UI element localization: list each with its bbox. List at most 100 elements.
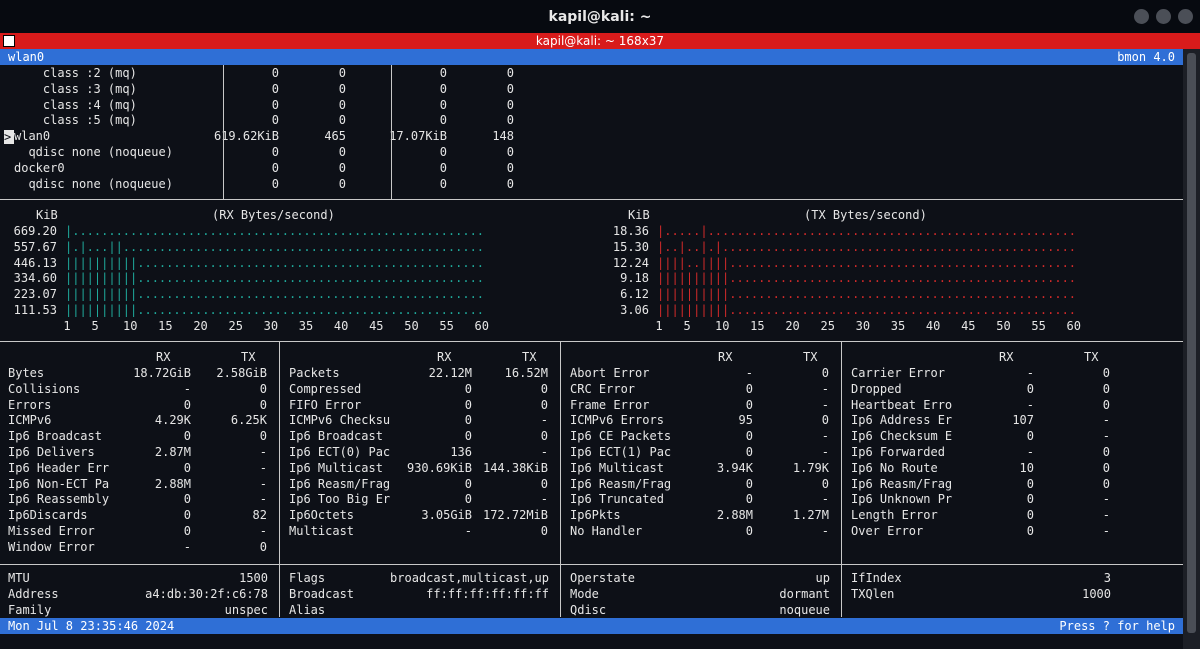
stat-rx-value: - — [183, 381, 191, 396]
maximize-button[interactable] — [1156, 9, 1171, 24]
stat-rx-value: 10 — [1019, 460, 1034, 475]
interface-row-name[interactable]: wlan0 — [14, 129, 51, 144]
scrollbar-thumb[interactable] — [1187, 53, 1196, 633]
window-title: kapil@kali: ~ — [548, 8, 652, 25]
info-key: Address — [8, 586, 59, 601]
stat-name: CRC Error — [570, 381, 636, 396]
terminal-area[interactable] — [0, 49, 1183, 649]
rx-bytes: 0 — [271, 97, 279, 112]
stat-rx-value: - — [1026, 366, 1034, 380]
rx-column-header: RX — [156, 350, 171, 364]
x-tick-label: 45 — [961, 319, 976, 333]
x-tick-label: 55 — [439, 319, 454, 333]
info-value: ff:ff:ff:ff:ff:ff — [426, 586, 549, 601]
info-value: unspec — [224, 602, 268, 617]
stat-tx-value: 0 — [259, 397, 267, 412]
rx-column-header: RX — [999, 350, 1014, 364]
info-key: MTU — [8, 571, 30, 585]
stat-name: Ip6 Reasm/Frag — [851, 476, 953, 491]
graph-bar-row: ||||||||||..............................… — [657, 287, 1077, 302]
info-key: Operstate — [570, 571, 636, 585]
stat-rx-value: 0 — [183, 460, 191, 475]
stat-tx-value: 0 — [1102, 445, 1110, 459]
tx-column-header: TX — [241, 350, 256, 364]
rx-bytes: 0 — [271, 81, 279, 96]
graph-bar-row: ||||||||||..............................… — [65, 303, 485, 317]
graph-bar-row: |.......................................… — [65, 224, 485, 238]
rx-column-header: RX — [437, 350, 452, 364]
stat-tx-value: - — [821, 524, 829, 538]
stat-rx-value: 2.88M — [716, 508, 753, 523]
stat-rx-value: 0 — [183, 508, 191, 523]
interface-row-name[interactable]: qdisc none (noqueue) — [14, 145, 173, 159]
y-tick-label: 334.60 — [13, 271, 57, 286]
stat-rx-value: 0 — [745, 445, 753, 459]
window-titlebar: kapil@kali: ~ — [0, 0, 1200, 33]
divider — [841, 565, 842, 617]
tx-bytes: 0 — [439, 66, 447, 80]
rx-bytes: 0 — [271, 113, 279, 128]
stat-name: Ip6 Multicast — [289, 460, 383, 475]
stat-rx-value: 0 — [464, 476, 472, 491]
stat-tx-value: - — [259, 460, 267, 475]
interface-row-name[interactable]: class :5 (mq) — [14, 113, 137, 128]
interface-row-name[interactable]: qdisc none (noqueue) — [14, 176, 173, 191]
interface-row-name[interactable]: class :4 (mq) — [14, 97, 137, 112]
stat-name: FIFO Error — [289, 397, 362, 412]
info-key: Flags — [289, 571, 326, 585]
stat-tx-value: 2.58GiB — [216, 366, 267, 380]
stat-rx-value: 0 — [464, 429, 472, 444]
info-key: Qdisc — [570, 602, 607, 617]
tx-bytes: 0 — [439, 176, 447, 191]
stat-rx-value: 0 — [183, 492, 191, 507]
stat-rx-value: 0 — [464, 381, 472, 396]
stat-rx-value: 0 — [745, 429, 753, 444]
stat-rx-value: - — [464, 524, 472, 538]
stat-tx-value: - — [1102, 429, 1110, 444]
tx-packets: 0 — [506, 97, 514, 112]
interface-row-name[interactable]: docker0 — [14, 160, 65, 175]
rx-packets: 0 — [338, 97, 346, 112]
x-tick-label: 1 — [655, 319, 663, 333]
stat-name: Collisions — [8, 381, 81, 396]
stat-name: Errors — [8, 397, 52, 412]
bmon-header-bar: wlan0 bmon 4.0 — [0, 49, 1183, 65]
stat-tx-value: 0 — [540, 429, 548, 444]
interface-row-name[interactable]: class :3 (mq) — [14, 81, 137, 96]
close-button[interactable] — [1178, 9, 1193, 24]
tx-bytes: 0 — [439, 113, 447, 128]
stat-rx-value: 0 — [464, 413, 472, 428]
stat-name: Ip6 Checksum E — [851, 429, 953, 444]
stat-name: No Handler — [570, 524, 643, 538]
datetime: Mon Jul 8 23:35:46 2024 — [8, 619, 175, 633]
interface-row-name[interactable]: class :2 (mq) — [14, 66, 137, 80]
rx-packets: 0 — [338, 66, 346, 80]
x-tick-label: 20 — [193, 319, 208, 333]
minimize-button[interactable] — [1134, 9, 1149, 24]
stat-rx-value: 930.69KiB — [406, 460, 472, 475]
stat-name: Length Error — [851, 508, 938, 523]
app-version: bmon 4.0 — [1117, 50, 1175, 64]
graph-bar-row: ||||||||||..............................… — [65, 271, 485, 286]
stat-rx-value: 0 — [1026, 524, 1034, 538]
rx-packets: 0 — [338, 113, 346, 128]
stat-tx-value: - — [540, 445, 548, 459]
stat-name: Ip6 Reassembly — [8, 492, 110, 507]
tx-bytes: 0 — [439, 160, 447, 175]
stat-name: ICMPv6 Errors — [570, 413, 664, 428]
stat-name: Ip6 Truncated — [570, 492, 664, 507]
rx-bytes: 0 — [271, 66, 279, 80]
terminal-tab-title: kapil@kali: ~ 168x37 — [535, 34, 665, 48]
stat-tx-value: - — [1102, 413, 1110, 428]
stat-name: Ip6 Unknown Pr — [851, 492, 953, 507]
stat-rx-value: 0 — [1026, 476, 1034, 491]
stat-tx-value: - — [259, 524, 267, 538]
info-value: noqueue — [779, 602, 830, 617]
scrollbar[interactable] — [1183, 49, 1200, 649]
tx-packets: 0 — [506, 81, 514, 96]
stat-rx-value: 0 — [745, 492, 753, 507]
tx-packets: 0 — [506, 113, 514, 128]
rx-packets: 465 — [324, 129, 346, 144]
stat-name: Window Error — [8, 539, 95, 554]
stat-name: Dropped — [851, 381, 902, 396]
